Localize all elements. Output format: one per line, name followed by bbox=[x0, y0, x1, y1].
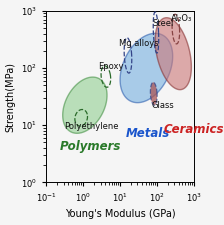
Text: Al₂O₃: Al₂O₃ bbox=[171, 14, 193, 23]
Polygon shape bbox=[63, 77, 107, 133]
Y-axis label: Strength(MPa): Strength(MPa) bbox=[6, 62, 15, 132]
X-axis label: Young's Modulus (GPa): Young's Modulus (GPa) bbox=[65, 209, 175, 219]
Text: Metals: Metals bbox=[125, 127, 170, 140]
Text: Polyethylene: Polyethylene bbox=[64, 122, 118, 131]
Text: Glass: Glass bbox=[151, 101, 174, 110]
Polygon shape bbox=[155, 18, 191, 90]
Text: Epoxy: Epoxy bbox=[99, 62, 124, 71]
Text: Polymers: Polymers bbox=[60, 140, 122, 153]
Text: Steel: Steel bbox=[152, 19, 174, 28]
Text: Mg alloys: Mg alloys bbox=[119, 39, 159, 48]
Text: Ceramics: Ceramics bbox=[163, 123, 224, 136]
Polygon shape bbox=[120, 33, 173, 103]
Polygon shape bbox=[150, 82, 157, 105]
